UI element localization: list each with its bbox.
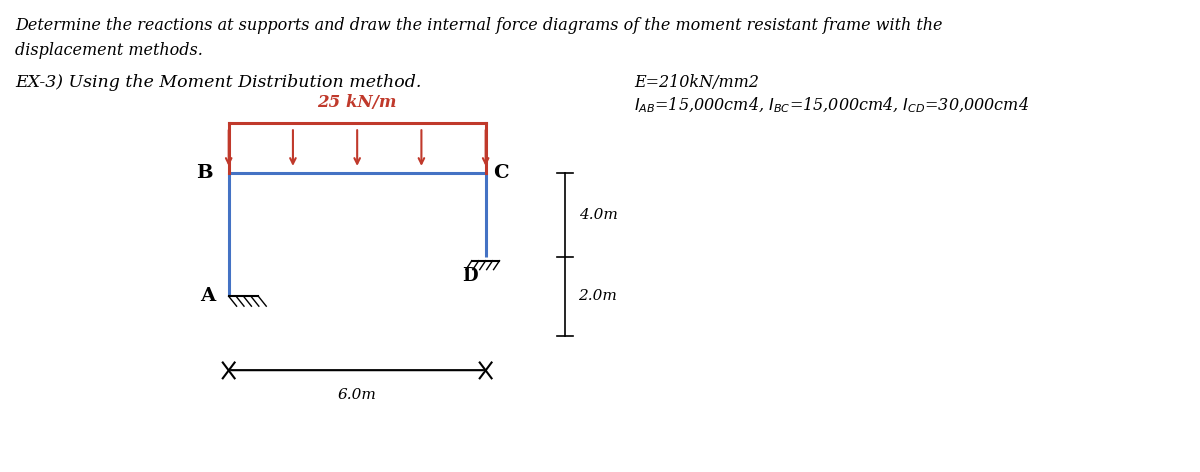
Text: E=210kN/mm2: E=210kN/mm2 <box>634 74 758 91</box>
Text: Determine the reactions at supports and draw the internal force diagrams of the : Determine the reactions at supports and … <box>16 17 943 34</box>
Text: 25 kN/m: 25 kN/m <box>318 94 397 111</box>
Text: displacement methods.: displacement methods. <box>16 42 203 59</box>
Text: B: B <box>197 164 212 182</box>
Text: 2.0m: 2.0m <box>578 289 618 303</box>
Text: D: D <box>462 267 478 285</box>
Text: 6.0m: 6.0m <box>337 388 377 402</box>
Text: $I_{AB}$=15,000cm4, $I_{BC}$=15,000cm4, $I_{CD}$=30,000cm4: $I_{AB}$=15,000cm4, $I_{BC}$=15,000cm4, … <box>634 96 1028 115</box>
Text: 4.0m: 4.0m <box>578 208 618 222</box>
Text: C: C <box>493 164 509 182</box>
Text: EX-3) Using the Moment Distribution method.: EX-3) Using the Moment Distribution meth… <box>16 74 421 91</box>
Text: A: A <box>199 287 215 305</box>
